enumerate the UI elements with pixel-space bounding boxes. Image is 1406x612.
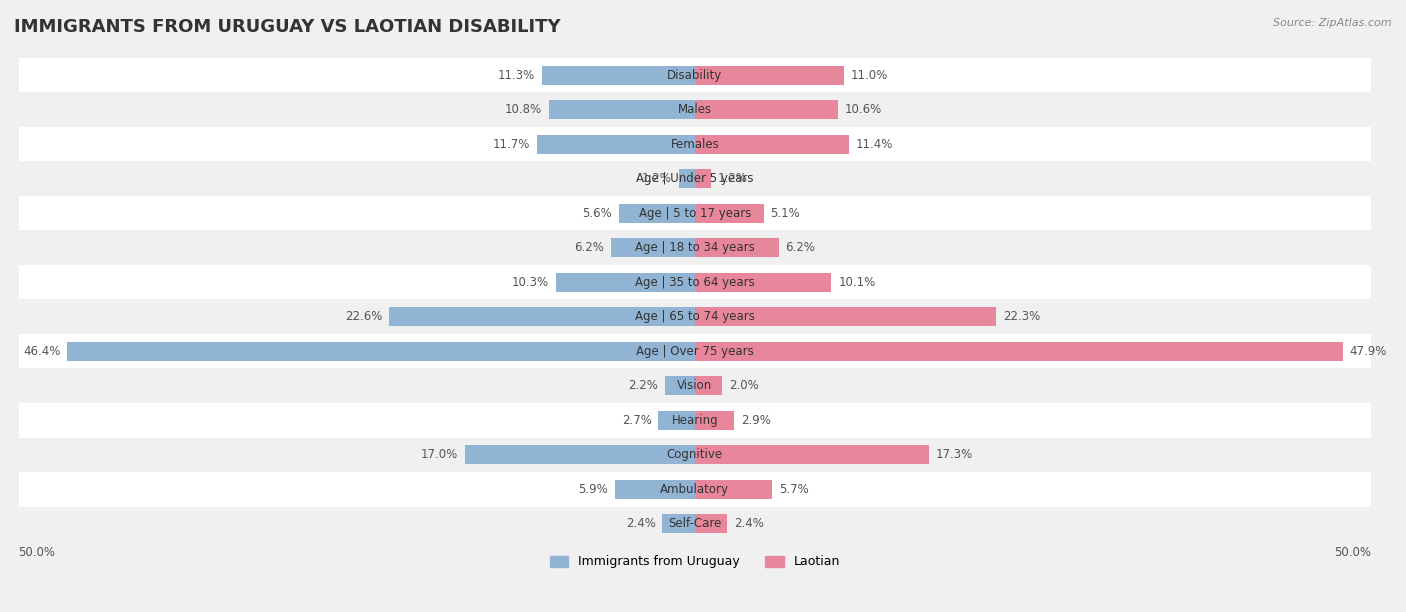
Text: Hearing: Hearing bbox=[672, 414, 718, 427]
Text: 2.4%: 2.4% bbox=[626, 517, 655, 531]
Bar bbox=[695, 411, 734, 430]
Text: 11.0%: 11.0% bbox=[851, 69, 887, 81]
Bar bbox=[695, 446, 929, 465]
Bar bbox=[465, 446, 695, 465]
Bar bbox=[695, 514, 727, 533]
Text: 50.0%: 50.0% bbox=[1334, 547, 1371, 559]
Text: 10.8%: 10.8% bbox=[505, 103, 541, 116]
FancyBboxPatch shape bbox=[18, 403, 1371, 438]
Text: IMMIGRANTS FROM URUGUAY VS LAOTIAN DISABILITY: IMMIGRANTS FROM URUGUAY VS LAOTIAN DISAB… bbox=[14, 18, 561, 36]
Bar bbox=[695, 100, 838, 119]
Text: Age | 65 to 74 years: Age | 65 to 74 years bbox=[636, 310, 755, 323]
Bar bbox=[695, 135, 849, 154]
FancyBboxPatch shape bbox=[18, 334, 1371, 368]
Text: Disability: Disability bbox=[668, 69, 723, 81]
Text: 22.6%: 22.6% bbox=[344, 310, 382, 323]
Bar bbox=[541, 65, 695, 84]
Bar bbox=[679, 169, 695, 188]
FancyBboxPatch shape bbox=[18, 92, 1371, 127]
Text: 22.3%: 22.3% bbox=[1004, 310, 1040, 323]
Bar bbox=[619, 204, 695, 223]
Text: Males: Males bbox=[678, 103, 711, 116]
Bar bbox=[695, 341, 1343, 360]
Text: Vision: Vision bbox=[678, 379, 713, 392]
Text: 2.7%: 2.7% bbox=[621, 414, 651, 427]
Legend: Immigrants from Uruguay, Laotian: Immigrants from Uruguay, Laotian bbox=[544, 550, 845, 573]
Bar bbox=[389, 307, 695, 326]
Bar bbox=[695, 204, 763, 223]
FancyBboxPatch shape bbox=[18, 368, 1371, 403]
Text: 5.7%: 5.7% bbox=[779, 483, 808, 496]
Bar bbox=[695, 273, 831, 292]
Text: 47.9%: 47.9% bbox=[1350, 345, 1386, 358]
Bar bbox=[695, 307, 997, 326]
Text: Age | 18 to 34 years: Age | 18 to 34 years bbox=[636, 241, 755, 254]
FancyBboxPatch shape bbox=[18, 231, 1371, 265]
Bar bbox=[695, 238, 779, 257]
Text: 2.2%: 2.2% bbox=[628, 379, 658, 392]
Text: 6.2%: 6.2% bbox=[574, 241, 605, 254]
Text: Age | Over 75 years: Age | Over 75 years bbox=[636, 345, 754, 358]
Text: 5.6%: 5.6% bbox=[582, 207, 613, 220]
Bar bbox=[67, 341, 695, 360]
Text: 2.4%: 2.4% bbox=[734, 517, 763, 531]
Bar bbox=[537, 135, 695, 154]
Text: 17.0%: 17.0% bbox=[420, 448, 458, 461]
Text: 5.1%: 5.1% bbox=[770, 207, 800, 220]
Text: 17.3%: 17.3% bbox=[935, 448, 973, 461]
Text: Age | Under 5 years: Age | Under 5 years bbox=[636, 172, 754, 185]
Text: 11.7%: 11.7% bbox=[492, 138, 530, 151]
Text: Females: Females bbox=[671, 138, 720, 151]
FancyBboxPatch shape bbox=[18, 507, 1371, 541]
Text: 5.9%: 5.9% bbox=[578, 483, 609, 496]
FancyBboxPatch shape bbox=[18, 127, 1371, 162]
Text: 1.2%: 1.2% bbox=[643, 172, 672, 185]
Text: 1.2%: 1.2% bbox=[718, 172, 748, 185]
Bar bbox=[555, 273, 695, 292]
Text: 10.6%: 10.6% bbox=[845, 103, 882, 116]
Text: 6.2%: 6.2% bbox=[786, 241, 815, 254]
Text: 11.4%: 11.4% bbox=[856, 138, 893, 151]
Bar bbox=[614, 480, 695, 499]
Text: Source: ZipAtlas.com: Source: ZipAtlas.com bbox=[1274, 18, 1392, 28]
FancyBboxPatch shape bbox=[18, 196, 1371, 231]
Bar bbox=[612, 238, 695, 257]
Text: 10.3%: 10.3% bbox=[512, 275, 548, 289]
FancyBboxPatch shape bbox=[18, 472, 1371, 507]
Bar bbox=[695, 65, 844, 84]
Text: Age | 35 to 64 years: Age | 35 to 64 years bbox=[636, 275, 755, 289]
Text: Self-Care: Self-Care bbox=[668, 517, 721, 531]
FancyBboxPatch shape bbox=[18, 58, 1371, 92]
FancyBboxPatch shape bbox=[18, 265, 1371, 299]
Bar bbox=[665, 376, 695, 395]
Bar bbox=[662, 514, 695, 533]
Text: 46.4%: 46.4% bbox=[22, 345, 60, 358]
Bar bbox=[695, 376, 721, 395]
Bar bbox=[658, 411, 695, 430]
Text: 50.0%: 50.0% bbox=[18, 547, 56, 559]
Bar bbox=[548, 100, 695, 119]
FancyBboxPatch shape bbox=[18, 438, 1371, 472]
FancyBboxPatch shape bbox=[18, 162, 1371, 196]
Text: 2.9%: 2.9% bbox=[741, 414, 770, 427]
Text: Cognitive: Cognitive bbox=[666, 448, 723, 461]
Text: Ambulatory: Ambulatory bbox=[661, 483, 730, 496]
Text: 10.1%: 10.1% bbox=[838, 275, 876, 289]
FancyBboxPatch shape bbox=[18, 299, 1371, 334]
Text: 11.3%: 11.3% bbox=[498, 69, 536, 81]
Bar bbox=[695, 480, 772, 499]
Text: Age | 5 to 17 years: Age | 5 to 17 years bbox=[638, 207, 751, 220]
Text: 2.0%: 2.0% bbox=[728, 379, 758, 392]
Bar bbox=[695, 169, 711, 188]
